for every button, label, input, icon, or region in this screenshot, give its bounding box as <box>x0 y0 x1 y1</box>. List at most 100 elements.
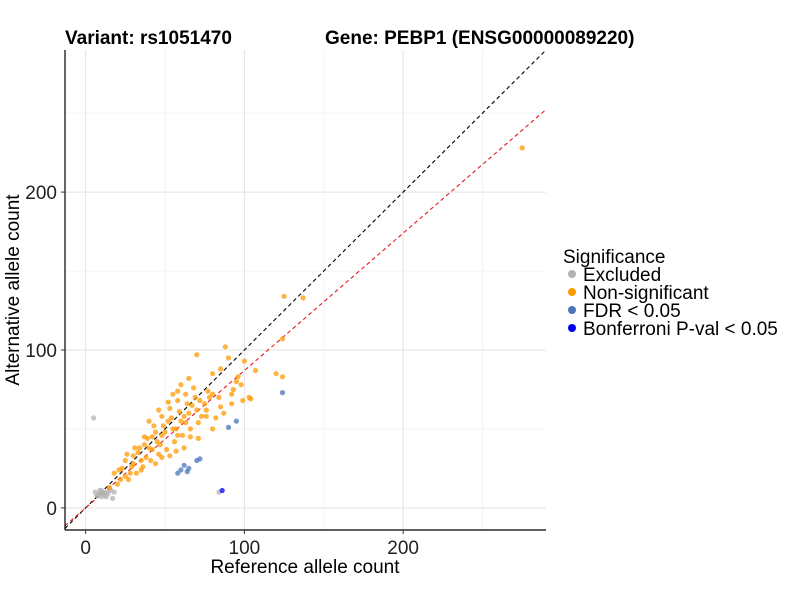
point-non-significant <box>184 401 190 407</box>
point-non-significant <box>129 464 135 470</box>
reference-line-fit <box>64 109 547 527</box>
x-tick-label: 0 <box>80 538 91 559</box>
point-bonferroni-p-val-0-05 <box>219 487 225 494</box>
point-non-significant <box>216 394 222 400</box>
point-non-significant <box>149 446 155 453</box>
point-non-significant <box>122 457 128 464</box>
point-non-significant <box>148 457 154 464</box>
point-non-significant <box>273 371 279 377</box>
point-non-significant <box>222 344 228 350</box>
point-non-significant <box>141 442 147 448</box>
y-tick-label: 0 <box>46 499 57 520</box>
legend-key-excluded <box>568 270 576 278</box>
point-fdr-0-05 <box>197 456 203 462</box>
point-excluded <box>94 492 100 498</box>
legend-label-fdr-0-05: FDR < 0.05 <box>583 301 681 322</box>
point-non-significant <box>206 394 213 400</box>
point-non-significant <box>183 420 189 426</box>
point-non-significant <box>130 453 136 459</box>
point-non-significant <box>118 476 124 483</box>
legend: Significance ExcludedNon-significantFDR … <box>563 247 778 340</box>
point-non-significant <box>156 451 162 457</box>
point-non-significant <box>186 410 192 416</box>
point-non-significant <box>173 448 179 454</box>
point-non-significant <box>146 418 152 424</box>
point-non-significant <box>218 404 224 410</box>
chart-title-variant: Variant: rs1051470 <box>65 28 232 49</box>
point-non-significant <box>165 399 171 405</box>
point-non-significant <box>143 454 149 460</box>
point-fdr-0-05 <box>279 390 286 396</box>
point-non-significant <box>235 374 241 380</box>
point-non-significant <box>300 295 306 301</box>
point-non-significant <box>281 293 287 299</box>
point-non-significant <box>194 407 200 413</box>
point-non-significant <box>149 434 155 440</box>
point-non-significant <box>519 145 525 151</box>
point-non-significant <box>152 429 159 435</box>
point-non-significant <box>106 484 112 490</box>
point-non-significant <box>138 457 144 464</box>
axes: 0 100 200 0 100 200 <box>25 50 546 559</box>
point-non-significant <box>218 366 224 372</box>
point-non-significant <box>210 391 216 397</box>
point-fdr-0-05 <box>175 470 181 476</box>
legend-label-excluded: Excluded <box>583 265 661 286</box>
x-tick-label: 200 <box>387 538 419 559</box>
legend-key-non-significant <box>568 288 576 296</box>
point-non-significant <box>202 401 208 407</box>
point-excluded <box>103 494 109 500</box>
point-non-significant <box>195 435 201 441</box>
chart-title-gene: Gene: PEBP1 (ENSG00000089220) <box>325 28 634 49</box>
x-tick-label: 100 <box>229 538 261 559</box>
point-non-significant <box>160 423 166 429</box>
point-non-significant <box>111 470 117 476</box>
point-non-significant <box>181 445 187 451</box>
point-non-significant <box>167 453 173 459</box>
grid <box>65 50 546 530</box>
data-points <box>91 145 525 501</box>
point-non-significant <box>165 418 171 424</box>
point-non-significant <box>175 388 181 394</box>
point-non-significant <box>186 375 192 381</box>
y-axis-title: Alternative allele count <box>3 194 24 386</box>
point-non-significant <box>229 401 235 407</box>
point-non-significant <box>191 385 197 391</box>
point-non-significant <box>238 382 244 388</box>
point-excluded <box>110 495 116 501</box>
point-non-significant <box>144 435 151 441</box>
point-non-significant <box>187 434 193 440</box>
point-non-significant <box>210 426 216 432</box>
point-non-significant <box>125 476 132 483</box>
point-non-significant <box>210 371 216 377</box>
point-fdr-0-05 <box>178 467 184 473</box>
point-non-significant <box>127 470 133 476</box>
point-non-significant <box>192 394 198 400</box>
point-excluded <box>98 494 105 500</box>
point-non-significant <box>175 397 181 404</box>
point-non-significant <box>176 409 182 415</box>
point-non-significant <box>122 473 128 479</box>
point-non-significant <box>173 426 179 432</box>
point-non-significant <box>187 426 193 432</box>
point-non-significant <box>241 358 247 364</box>
point-non-significant <box>137 445 143 451</box>
point-non-significant <box>138 467 144 473</box>
point-non-significant <box>159 413 165 419</box>
point-non-significant <box>162 429 168 435</box>
legend-title: Significance <box>563 247 665 268</box>
point-non-significant <box>279 374 286 380</box>
legend-label-non-significant: Non-significant <box>583 283 709 304</box>
point-non-significant <box>167 405 173 411</box>
point-non-significant <box>225 355 232 361</box>
point-non-significant <box>197 397 203 404</box>
point-non-significant <box>132 445 138 451</box>
point-non-significant <box>157 442 163 448</box>
point-non-significant <box>159 454 165 460</box>
legend-key-fdr-0-05 <box>568 306 576 314</box>
x-axis-title: Reference allele count <box>210 557 400 578</box>
point-non-significant <box>198 413 205 419</box>
point-non-significant <box>213 415 219 421</box>
point-non-significant <box>233 379 239 385</box>
